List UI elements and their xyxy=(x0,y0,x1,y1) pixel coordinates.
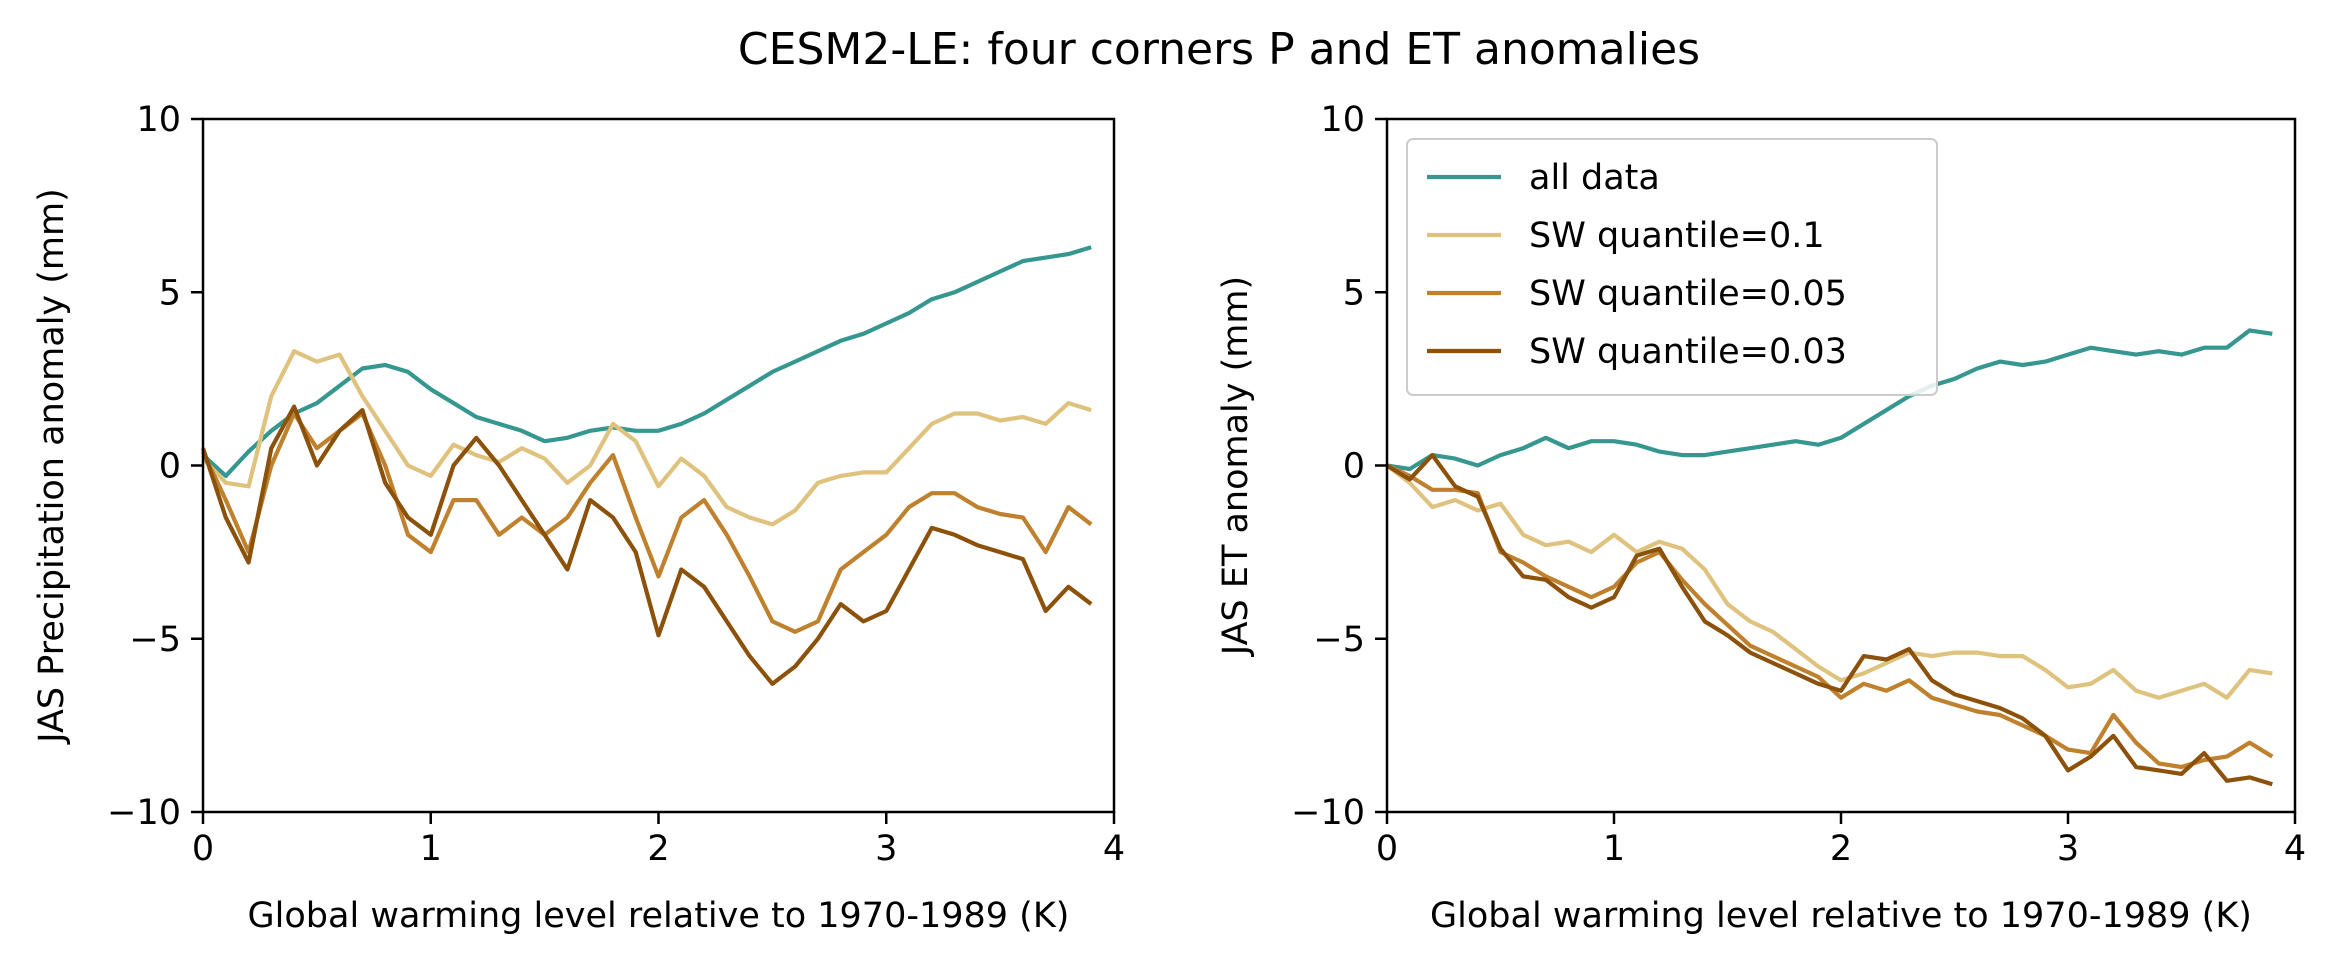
precipitation-y-tick-label: 5 xyxy=(159,273,181,313)
precipitation-y-tick-label: −10 xyxy=(107,793,181,833)
et-series-line-3 xyxy=(1385,453,2273,787)
precipitation-series-line-1 xyxy=(201,349,1092,527)
et-plot-frame xyxy=(1385,117,2297,814)
et-legend-label-1: SW quantile=0.1 xyxy=(1529,216,1825,256)
et-series-line-0 xyxy=(1386,328,2273,472)
precipitation-y-tick-label: −5 xyxy=(129,620,181,660)
et-legend-label-0: all data xyxy=(1529,158,1660,198)
et-legend-box xyxy=(1406,138,1938,396)
et-x-axis-label: Global warming level relative to 1970-19… xyxy=(1430,896,2252,936)
precipitation-y-tick-label: 10 xyxy=(136,100,181,140)
precipitation-x-tick-label: 4 xyxy=(1103,829,1125,869)
figure-suptitle: CESM2-LE: four corners P and ET anomalie… xyxy=(738,24,1700,75)
et-x-tick-label: 2 xyxy=(1830,829,1852,869)
precipitation-y-axis-label: JAS Precipitation anomaly (mm) xyxy=(32,188,72,745)
et-legend-label-3: SW quantile=0.03 xyxy=(1529,332,1847,372)
precipitation-x-tick-label: 1 xyxy=(420,829,442,869)
precipitation-plot-frame xyxy=(201,117,1116,814)
precipitation-x-tick-label: 0 xyxy=(192,829,214,869)
precipitation-y-tick-label: 0 xyxy=(159,447,181,487)
precipitation-series-lines xyxy=(201,245,1093,686)
et-panel: 0 1 2 3 4 −10 −5 0 5 10 Global warming level rela… xyxy=(1216,100,2306,936)
et-y-axis-label: JAS ET anomaly (mm) xyxy=(1216,276,1256,657)
et-x-tick-label: 0 xyxy=(1376,829,1398,869)
precipitation-series-line-3 xyxy=(201,404,1093,686)
precipitation-x-axis-label: Global warming level relative to 1970-19… xyxy=(248,896,1070,936)
et-y-tick-label: −10 xyxy=(1291,793,1365,833)
et-legend: all data SW quantile=0.1 SW quantile=0.05 S… xyxy=(1406,138,1938,396)
precipitation-x-tick-label: 2 xyxy=(647,829,669,869)
et-series-line-1 xyxy=(1385,463,2273,700)
et-legend-label-2: SW quantile=0.05 xyxy=(1529,274,1847,314)
precipitation-panel: 0 1 2 3 4 −10 −5 0 5 10 Global warming level rela… xyxy=(32,100,1125,936)
et-y-tick-label: 10 xyxy=(1320,100,1365,140)
et-y-tick-label: 0 xyxy=(1343,447,1365,487)
et-y-tick-label: −5 xyxy=(1313,620,1365,660)
et-axis-ticks: 0 1 2 3 4 −10 −5 0 5 10 xyxy=(1291,100,2306,869)
et-series-lines xyxy=(1385,328,2274,787)
precipitation-axis-ticks: 0 1 2 3 4 −10 −5 0 5 10 xyxy=(107,100,1125,869)
precipitation-x-tick-label: 3 xyxy=(875,829,897,869)
et-x-tick-label: 4 xyxy=(2284,829,2306,869)
et-x-tick-label: 1 xyxy=(1603,829,1625,869)
et-x-tick-label: 3 xyxy=(2057,829,2079,869)
et-y-tick-label: 5 xyxy=(1343,273,1365,313)
